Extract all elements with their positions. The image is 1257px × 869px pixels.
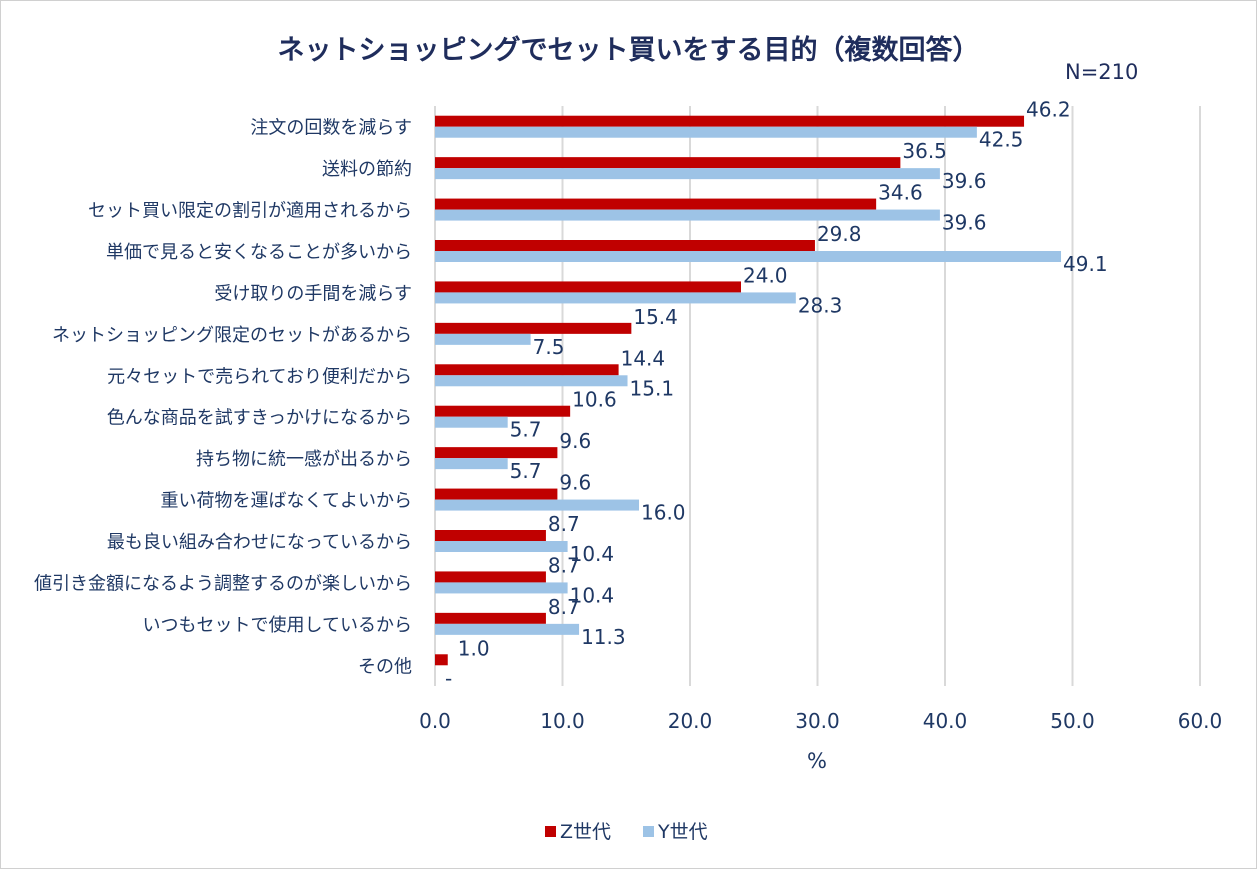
bar-y [435,416,508,428]
bar-z [435,115,1025,127]
bar-z [435,157,901,169]
x-tick-label: 40.0 [923,709,968,733]
bar-z [435,612,546,624]
category-label: 色んな商品を試すきっかけになるから [107,408,412,429]
category-label: 送料の節約 [322,159,412,180]
data-label: 10.6 [572,388,617,412]
data-label: 15.4 [633,305,678,329]
category-label: 受け取りの手間を減らす [214,283,412,304]
data-label: 36.5 [902,139,947,163]
bar-y [435,251,1062,262]
bar-y [435,541,568,552]
bar-z [435,447,558,459]
bar-z [435,571,546,583]
bar-y [435,582,568,594]
category-label: 値引き金額になるよう調整するのが楽しいから [34,573,412,594]
chart-title: ネットショッピングでセット買いをする目的（複数回答） [277,35,980,66]
data-label: 46.2 [1026,98,1071,122]
data-label: 39.6 [942,169,987,193]
data-label: 11.3 [581,625,626,649]
data-label: 8.7 [548,512,580,536]
data-label: 7.5 [533,335,565,359]
x-tick-label: 0.0 [419,709,451,733]
sample-size: N=210 [1065,60,1139,84]
bar-z [435,240,815,251]
data-label: 29.8 [817,222,862,246]
data-label: 5.7 [510,418,542,442]
legend-swatch [545,826,556,837]
bar-y [435,333,531,345]
bar-z [435,198,877,210]
data-label: 42.5 [979,128,1024,152]
data-label: 9.6 [559,471,591,495]
bar-y [435,292,796,304]
legend-label: Z世代 [560,821,611,843]
data-label: 9.6 [559,429,591,453]
category-label: 重い荷物を運ばなくてよいから [161,491,412,512]
bar-y [435,126,977,138]
data-label: 5.7 [510,459,542,483]
category-label: セット買い限定の割引が適用されるから [88,201,412,222]
x-axis-label: % [807,749,827,773]
bar-y [435,168,940,180]
x-tick-label: 60.0 [1178,709,1223,733]
bar-z [435,364,619,376]
data-label: - [445,666,452,690]
data-label: 28.3 [798,293,843,317]
category-label: いつもセットで使用しているから [143,615,412,636]
bar-z [435,654,448,666]
bar-y [435,499,639,511]
data-label: 1.0 [458,636,490,660]
x-tick-label: 30.0 [795,709,840,733]
x-tick-label: 50.0 [1050,709,1095,733]
category-label: 最も良い組み合わせになっているから [107,532,412,553]
category-label: ネットショッピング限定のセットがあるから [52,325,412,346]
category-label: その他 [358,656,412,677]
data-label: 34.6 [878,181,923,205]
data-label: 39.6 [942,211,987,235]
bar-z [435,281,741,293]
bar-y [435,375,628,387]
category-label: 持ち物に統一感が出るから [196,449,412,470]
data-label: 24.0 [743,263,788,287]
x-tick-label: 20.0 [668,709,713,733]
data-label: 16.0 [641,501,686,525]
bar-z [435,322,632,334]
category-label: 元々セットで売られており便利だから [107,366,412,387]
bar-y [435,209,940,221]
legend-label: Y世代 [657,821,708,843]
data-label: 8.7 [548,553,580,577]
bar-z [435,488,558,500]
data-label: 10.4 [570,542,615,566]
data-label: 10.4 [570,583,615,607]
data-label: 15.1 [630,376,675,400]
legend-swatch [643,826,654,837]
bar-y [435,458,508,470]
x-tick-label: 10.0 [540,709,585,733]
data-label: 14.4 [621,346,666,370]
category-label: 単価で見ると安くなることが多いから [106,242,412,263]
bar-z [435,530,546,541]
category-label: 注文の回数を減らす [250,118,412,139]
data-label: 8.7 [548,595,580,619]
bar-z [435,405,571,417]
data-label: 49.1 [1063,252,1108,276]
bar-y [435,623,580,635]
